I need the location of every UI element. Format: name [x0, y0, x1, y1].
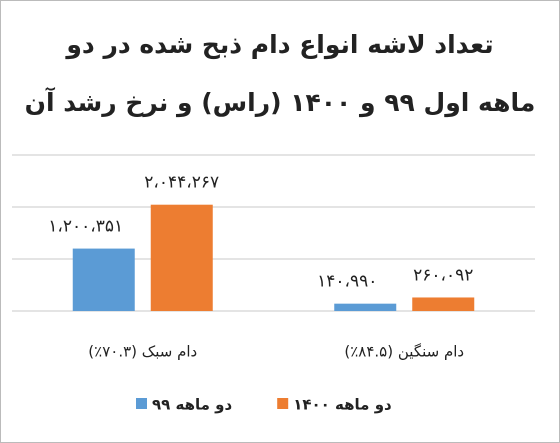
data-label: ۲،۰۴۴،۲۶۷: [144, 173, 219, 193]
chart-title: ماهه اول ۹۹ و ۱۴۰۰ (راس) و نرخ رشد آن: [25, 87, 536, 118]
legend-swatch: [277, 398, 289, 409]
data-label: ۱۴۰،۹۹۰: [317, 272, 377, 292]
legend-label: دو ماهه ۹۹: [152, 396, 232, 414]
bar: [150, 204, 213, 311]
x-tick-label: دام سنگین (۸۴.۵٪): [344, 343, 464, 361]
bar: [412, 297, 475, 311]
x-tick-label: دام سبک (۷۰.۳٪): [88, 343, 197, 361]
legend-swatch: [136, 398, 147, 409]
data-label: ۱،۲۰۰،۳۵۱: [48, 217, 123, 237]
legend-label: دو ماهه ۱۴۰۰: [293, 396, 392, 414]
data-label: ۲۶۰،۰۹۲: [413, 265, 473, 285]
bar: [334, 303, 397, 311]
chart-title: تعداد لاشه انواع دام ذبح شده در دو: [64, 30, 493, 60]
bar: [72, 248, 135, 311]
